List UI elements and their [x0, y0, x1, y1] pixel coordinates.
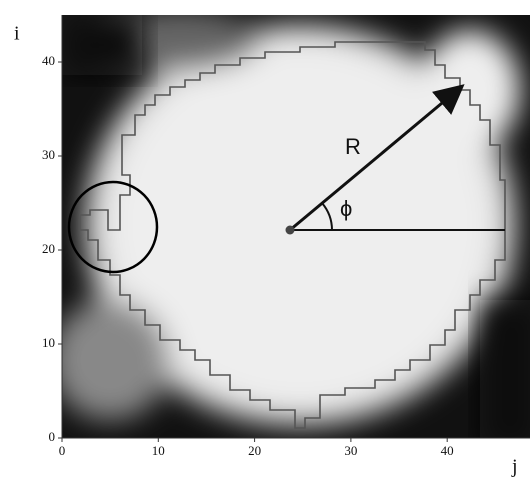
center-point	[285, 225, 295, 235]
x-tick-label: 30	[344, 443, 357, 458]
y-tick-label: 20	[42, 241, 55, 256]
y-tick-label: 40	[42, 53, 55, 68]
radius-label: R	[345, 134, 361, 159]
angle-arc	[321, 202, 333, 231]
x-tick-label: 40	[441, 443, 454, 458]
y-axis-label: i	[14, 23, 20, 45]
y-tick-label: 0	[49, 429, 56, 444]
y-tick-label: 10	[42, 335, 55, 350]
highlight-circle	[67, 180, 159, 274]
x-axis-label: j	[511, 456, 518, 478]
x-tick-label: 20	[248, 443, 261, 458]
x-tick-label: 0	[59, 443, 66, 458]
angle-label: ϕ	[340, 196, 352, 221]
x-tick-label: 10	[152, 443, 165, 458]
contour	[79, 41, 506, 429]
radius-arrow	[289, 84, 465, 232]
y-tick-label: 30	[42, 147, 55, 162]
